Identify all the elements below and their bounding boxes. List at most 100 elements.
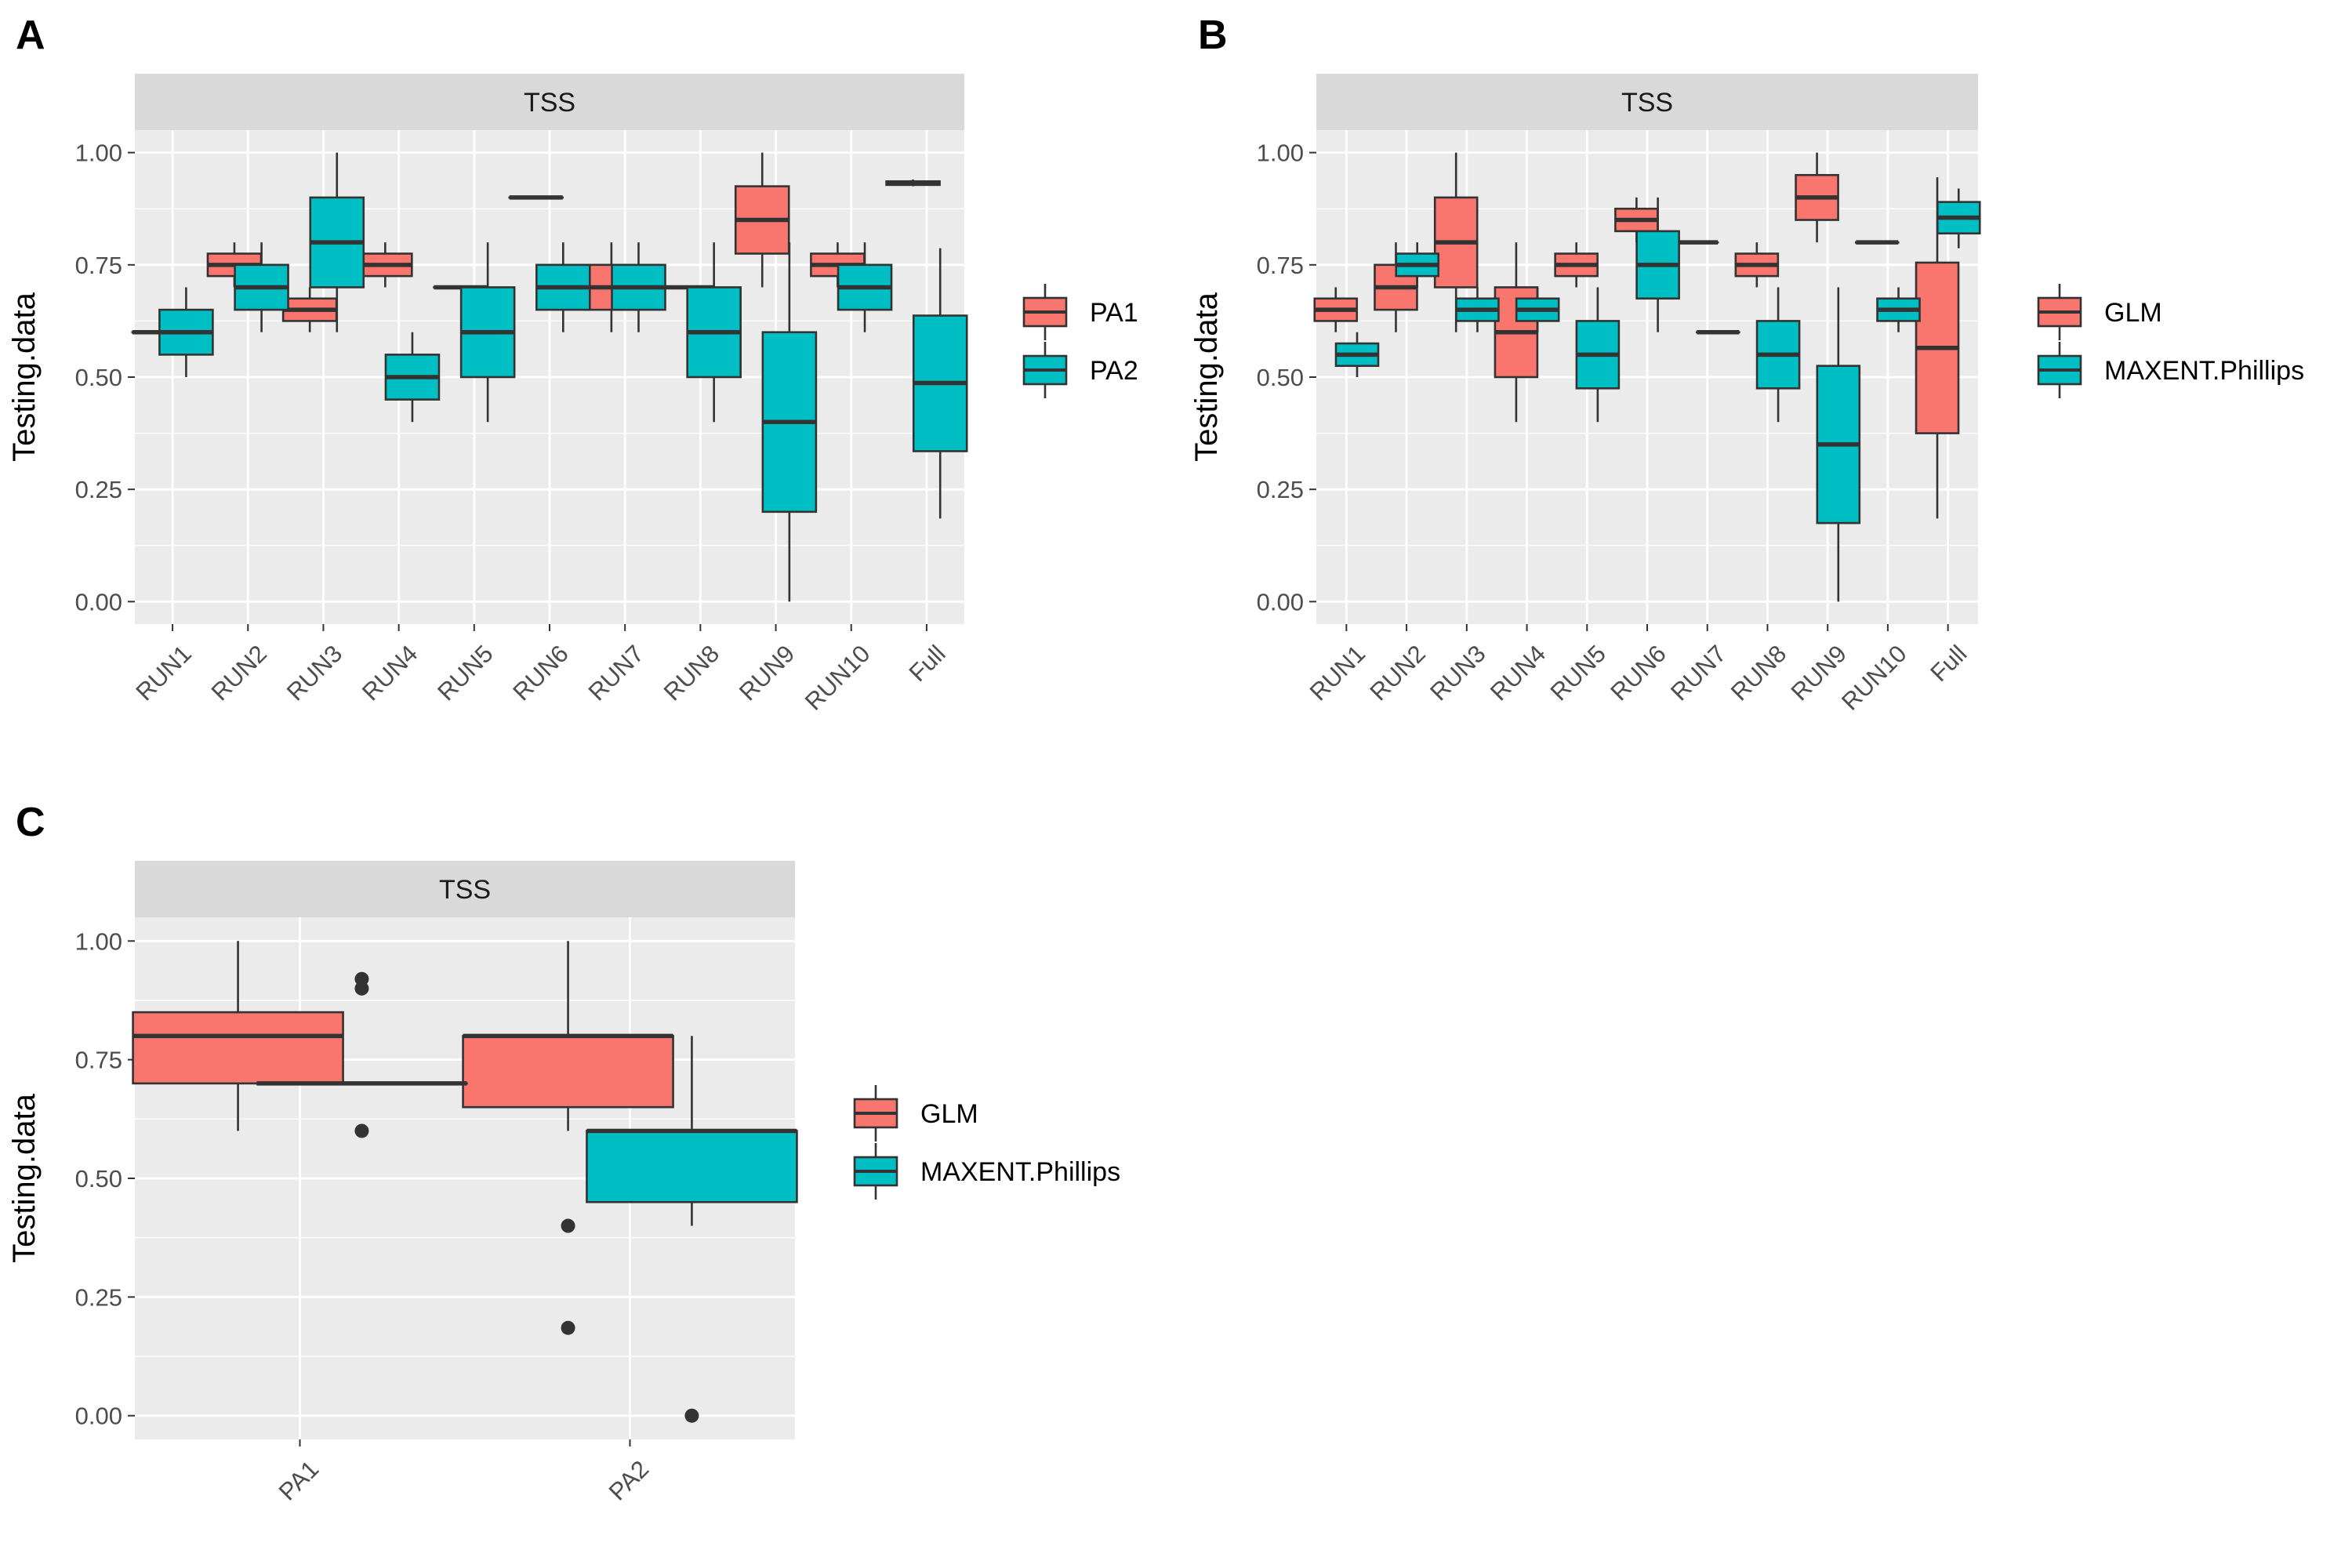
x-tick-label: RUN4 [357,640,423,706]
boxplot-pa2-run6 [535,242,591,332]
x-tick-label: Full [904,640,951,687]
boxplot-pa2-run2 [234,242,289,332]
x-tick-label: RUN7 [1665,640,1731,706]
x-tick-label: RUN8 [1726,640,1791,706]
y-tick-label: 0.75 [75,252,122,279]
panel-b: B TSS 0.00 0.25 0.50 0.75 1.00 RUN1RUN2RUN3RUN4… [1189,13,2304,716]
x-tick-label: RUN3 [1425,640,1490,706]
x-tick-label: RUN1 [1305,640,1370,706]
box [132,1011,344,1085]
legend-label: MAXENT.Phillips [920,1157,1120,1187]
boxplot-maxent-phillips-run10 [1876,287,1921,332]
x-tick-label: RUN2 [1364,640,1430,706]
boxplot-maxent-phillips-run9 [1816,287,1861,602]
boxplot-pa2-run9 [761,242,818,602]
legend: GLM MAXENT.Phillips [853,1085,1120,1200]
boxplot-maxent-phillips-run2 [1395,242,1440,288]
boxplot-pa2-full [912,248,968,519]
x-tick-label: RUN6 [1605,640,1671,706]
boxplot-maxent-phillips-run1 [1334,332,1380,377]
panel-a: A TSS 0.00 0.25 0.50 0.75 1.00 RUN1 RUN2 RUN3 RUN4… [7,13,1138,716]
facet-strip [1316,74,1978,130]
legend: PA1 PA2 [1022,284,1138,398]
y-axis-title: Testing.data [7,1093,42,1262]
boxplot-glm-run1 [1313,287,1359,332]
x-tick-label: RUN10 [800,640,876,716]
boxplot-pa1-full [885,180,941,187]
boxplot-pa1-run9 [734,152,790,288]
boxplot-maxent-phillips-run4 [1515,287,1560,332]
outlier-point [561,1218,575,1233]
facet-strip [135,74,964,130]
y-axis-title: Testing.data [7,292,42,461]
x-tick-label: RUN9 [734,640,800,706]
legend-label: MAXENT.Phillips [2104,356,2304,386]
panel-letter: B [1198,13,1228,58]
boxplot-maxent-phillips-pa1 [256,971,468,1138]
boxplot-pa2-run3 [309,152,365,332]
legend-key-pa2 [1022,342,1068,398]
y-tick-label: 0.00 [75,588,122,615]
x-tick-label: RUN5 [432,640,498,706]
boxplot-pa2-run1 [158,287,214,377]
outlier-point [354,1123,369,1138]
boxplot-maxent-phillips-run3 [1455,287,1500,332]
legend-key-maxent-phillips [2037,342,2082,398]
panel-c: C TSS 0.00 0.25 0.50 0.75 1.00 PA1 PA2 Testing.da… [7,800,1120,1506]
legend-label: PA1 [1090,298,1138,328]
y-axis-title: Testing.data [1189,292,1224,461]
x-tick-label: RUN2 [206,640,272,706]
x-tick-label: PA2 [604,1455,655,1506]
facet-strip-label: TSS [524,88,575,118]
legend-key-pa1 [1022,284,1068,340]
legend: GLM MAXENT.Phillips [2037,284,2304,398]
y-tick-label: 1.00 [1257,140,1304,167]
y-tick-label: 0.75 [1257,252,1304,279]
y-tick-label: 0.00 [75,1403,122,1430]
y-tick-label: 0.50 [75,364,122,391]
facet-strip-label: TSS [439,875,491,905]
y-tick-label: 0.50 [1257,364,1304,391]
x-tick-label: RUN6 [507,640,573,706]
y-tick-label: 1.00 [75,927,122,955]
panel-letter: C [16,800,45,845]
outlier-point [561,1320,575,1335]
boxplot-maxent-phillips-run8 [1755,287,1801,423]
y-tick-label: 0.50 [75,1165,122,1192]
boxplot-pa2-run5 [459,242,516,423]
x-tick-label: RUN10 [1836,640,1912,716]
legend-key-glm [853,1085,898,1142]
boxplot-pa2-run4 [384,332,441,423]
boxplot-glm-pa1 [132,941,344,1131]
boxplot-glm-pa2 [462,941,674,1335]
boxplot-glm-run8 [1734,242,1780,288]
boxplot-glm-run9 [1795,152,1839,243]
x-tick-label: RUN7 [583,640,649,706]
y-tick-label: 0.00 [1257,588,1304,615]
box [462,1035,674,1109]
x-tick-label: RUN5 [1545,640,1611,706]
legend-key-maxent-phillips [853,1143,898,1200]
y-tick-label: 1.00 [75,140,122,167]
y-tick-label: 0.25 [75,476,122,503]
x-tick-label: RUN1 [130,640,196,706]
boxplot-maxent-phillips-pa2 [586,1036,798,1423]
legend-label: GLM [920,1099,978,1129]
boxplot-maxent-phillips-run5 [1575,287,1621,423]
legend-label: GLM [2104,298,2162,328]
boxplot-pa1-run4 [358,242,413,288]
boxplot-glm-run5 [1554,242,1599,288]
x-tick-label: RUN8 [659,640,724,706]
y-tick-label: 0.75 [75,1047,122,1074]
boxplot-maxent-phillips-run6 [1635,197,1680,332]
legend-label: PA2 [1090,356,1138,386]
panel-letter: A [16,13,45,58]
box [586,1130,798,1203]
y-tick-label: 0.25 [1257,476,1304,503]
outlier-point [354,981,369,996]
x-tick-label: PA1 [274,1455,325,1506]
facet-strip-label: TSS [1621,88,1673,118]
outlier-point [684,1408,699,1423]
y-tick-label: 0.25 [75,1283,122,1311]
